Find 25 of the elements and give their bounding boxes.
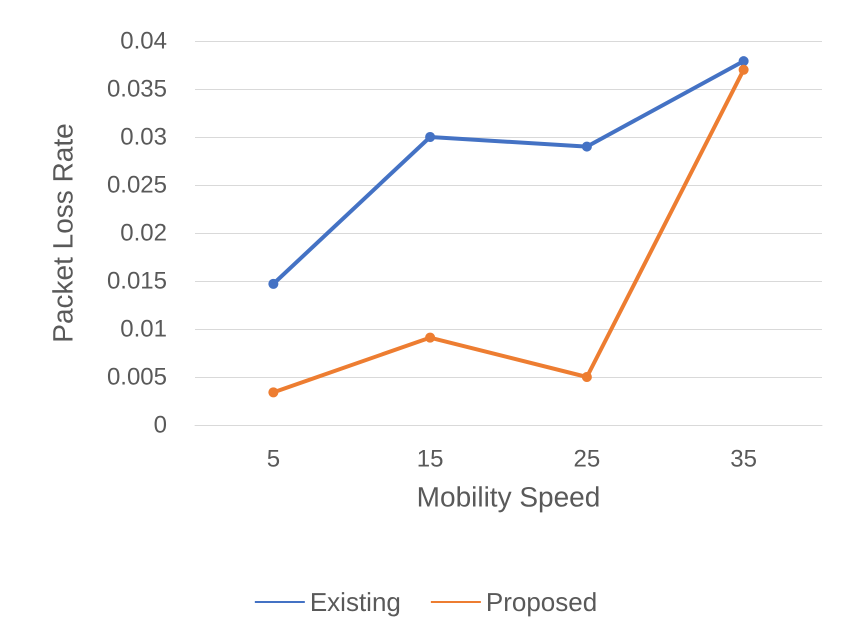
- point: [582, 372, 592, 382]
- y-tick-label: 0.035: [106, 76, 167, 102]
- y-tick-label: 0.03: [120, 124, 167, 150]
- point: [738, 64, 749, 75]
- point: [268, 278, 278, 289]
- x-tick-label: 5: [266, 446, 280, 472]
- x-tick-label: 35: [730, 446, 757, 472]
- x-tick-label: 15: [416, 446, 444, 472]
- y-tick-label: 0.025: [106, 172, 167, 198]
- x-tick-label: 25: [574, 446, 600, 472]
- y-tick-label: 0.015: [106, 268, 167, 294]
- point: [425, 332, 436, 343]
- y-tick-label: 0.04: [120, 28, 167, 54]
- y-tick-label: 0.02: [120, 220, 167, 246]
- x-axis-title: Mobility Speed: [416, 482, 600, 512]
- point: [582, 142, 592, 152]
- point: [425, 132, 436, 142]
- legend-label: Existing: [310, 587, 401, 617]
- point: [738, 56, 749, 66]
- y-tick-label: 0: [154, 412, 167, 438]
- point: [268, 387, 278, 398]
- y-tick-label: 0.005: [106, 364, 167, 390]
- y-axis-title: Packet Loss Rate: [48, 123, 78, 343]
- legend-label: Proposed: [486, 587, 598, 617]
- y-tick-label: 0.01: [120, 316, 167, 342]
